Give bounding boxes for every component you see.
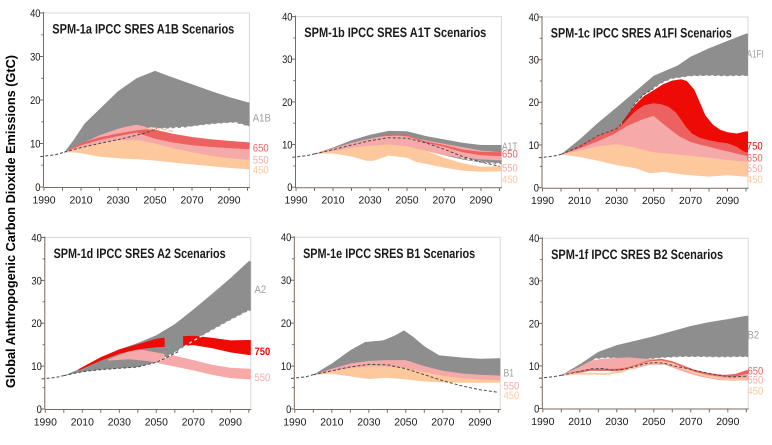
svg-text:650: 650: [748, 365, 764, 377]
svg-text:2010: 2010: [568, 196, 591, 207]
svg-text:40: 40: [529, 233, 539, 245]
svg-text:2090: 2090: [468, 417, 491, 428]
svg-text:10: 10: [281, 361, 291, 373]
svg-text:30: 30: [282, 54, 292, 66]
svg-text:2090: 2090: [716, 417, 739, 428]
svg-text:450: 450: [747, 174, 763, 186]
svg-text:2050: 2050: [145, 417, 168, 428]
svg-text:2050: 2050: [143, 195, 166, 206]
svg-text:1990: 1990: [32, 195, 55, 206]
svg-text:SPM-1d IPCC SRES A2 Scenar: SPM-1d IPCC SRES A2 Scenarios: [54, 246, 226, 261]
svg-text:0: 0: [35, 182, 40, 194]
svg-text:20: 20: [281, 318, 291, 330]
svg-text:1990: 1990: [531, 196, 554, 207]
svg-text:1990: 1990: [531, 417, 554, 428]
svg-text:550: 550: [504, 381, 520, 393]
svg-text:0: 0: [534, 403, 539, 415]
svg-text:30: 30: [529, 276, 539, 288]
svg-text:SPM-1e IPCC SRES B1 Scenar: SPM-1e IPCC SRES B1 Scenarios: [303, 246, 475, 261]
svg-text:0: 0: [37, 404, 42, 416]
svg-text:10: 10: [529, 140, 539, 152]
svg-text:2090: 2090: [219, 417, 242, 428]
svg-text:20: 20: [31, 318, 41, 330]
svg-text:30: 30: [31, 275, 41, 287]
svg-text:2030: 2030: [605, 417, 628, 428]
svg-text:B1: B1: [504, 367, 515, 379]
svg-text:SPM-1a IPCC SRES A1B Scena: SPM-1a IPCC SRES A1B Scenarios: [52, 22, 234, 37]
svg-text:550: 550: [747, 163, 763, 175]
svg-text:A2: A2: [255, 284, 267, 296]
svg-text:SPM-1f IPCC SRES B2 Scenar: SPM-1f IPCC SRES B2 Scenarios: [551, 247, 723, 262]
svg-text:2010: 2010: [320, 417, 343, 428]
svg-text:2010: 2010: [71, 417, 94, 428]
svg-text:750: 750: [255, 346, 271, 358]
svg-text:2010: 2010: [568, 417, 591, 428]
svg-text:10: 10: [30, 138, 40, 150]
svg-text:2050: 2050: [395, 196, 418, 207]
svg-text:2070: 2070: [679, 417, 702, 428]
svg-text:B2: B2: [748, 329, 760, 341]
svg-text:40: 40: [529, 12, 539, 24]
svg-text:10: 10: [529, 361, 539, 373]
svg-text:20: 20: [282, 97, 292, 109]
svg-text:40: 40: [281, 232, 291, 244]
svg-text:2070: 2070: [431, 417, 454, 428]
svg-text:2090: 2090: [469, 196, 492, 207]
svg-text:550: 550: [255, 372, 271, 384]
svg-text:A1B: A1B: [253, 113, 271, 125]
svg-text:650: 650: [502, 149, 518, 161]
svg-text:550: 550: [253, 154, 269, 166]
svg-text:550: 550: [748, 375, 764, 387]
svg-text:2050: 2050: [642, 196, 665, 207]
svg-text:2090: 2090: [716, 196, 739, 207]
svg-text:A1FI: A1FI: [747, 49, 764, 61]
svg-text:2090: 2090: [217, 195, 240, 206]
svg-text:SPM-1c IPCC SRES A1FI Scen: SPM-1c IPCC SRES A1FI Scenarios: [551, 26, 732, 41]
svg-text:30: 30: [30, 51, 40, 63]
svg-text:30: 30: [281, 275, 291, 287]
svg-text:10: 10: [31, 361, 41, 373]
svg-text:0: 0: [286, 404, 291, 416]
svg-text:20: 20: [529, 318, 539, 330]
svg-text:1990: 1990: [283, 417, 306, 428]
svg-text:450: 450: [253, 165, 269, 177]
svg-text:10: 10: [282, 139, 292, 151]
svg-text:450: 450: [502, 174, 518, 186]
svg-text:1990: 1990: [284, 196, 307, 207]
svg-text:650: 650: [747, 153, 763, 165]
svg-text:750: 750: [747, 141, 763, 153]
svg-text:450: 450: [748, 386, 764, 398]
svg-text:2050: 2050: [394, 417, 417, 428]
svg-text:2070: 2070: [182, 417, 205, 428]
svg-text:2030: 2030: [357, 417, 380, 428]
svg-text:A1T: A1T: [502, 141, 518, 153]
svg-text:40: 40: [30, 8, 40, 20]
svg-text:2070: 2070: [180, 195, 203, 206]
svg-text:20: 20: [529, 97, 539, 109]
svg-text:2010: 2010: [69, 195, 92, 206]
svg-text:40: 40: [31, 232, 41, 244]
svg-text:550: 550: [502, 163, 518, 175]
svg-text:2050: 2050: [642, 417, 665, 428]
svg-text:2030: 2030: [358, 196, 381, 207]
svg-text:1990: 1990: [34, 417, 57, 428]
svg-text:2030: 2030: [106, 195, 129, 206]
svg-text:450: 450: [504, 390, 520, 402]
svg-text:Global Anthropogenic Carbon: Global Anthropogenic Carbon Dioxide Emis…: [3, 55, 18, 388]
svg-text:30: 30: [529, 55, 539, 67]
svg-text:2030: 2030: [605, 196, 628, 207]
svg-text:650: 650: [253, 143, 269, 155]
svg-text:2070: 2070: [432, 196, 455, 207]
svg-text:2030: 2030: [108, 417, 131, 428]
svg-text:0: 0: [287, 182, 292, 194]
svg-text:0: 0: [534, 183, 539, 195]
svg-text:SPM-1b IPCC SRES A1T Scena: SPM-1b IPCC SRES A1T Scenarios: [304, 25, 486, 40]
svg-text:2070: 2070: [679, 196, 702, 207]
svg-text:20: 20: [30, 95, 40, 107]
svg-text:40: 40: [282, 12, 292, 24]
svg-text:2010: 2010: [321, 196, 344, 207]
